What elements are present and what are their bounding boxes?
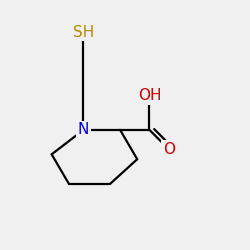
Text: N: N	[78, 122, 89, 138]
Text: SH: SH	[73, 24, 94, 40]
Text: O: O	[163, 142, 175, 157]
Text: OH: OH	[138, 88, 161, 103]
